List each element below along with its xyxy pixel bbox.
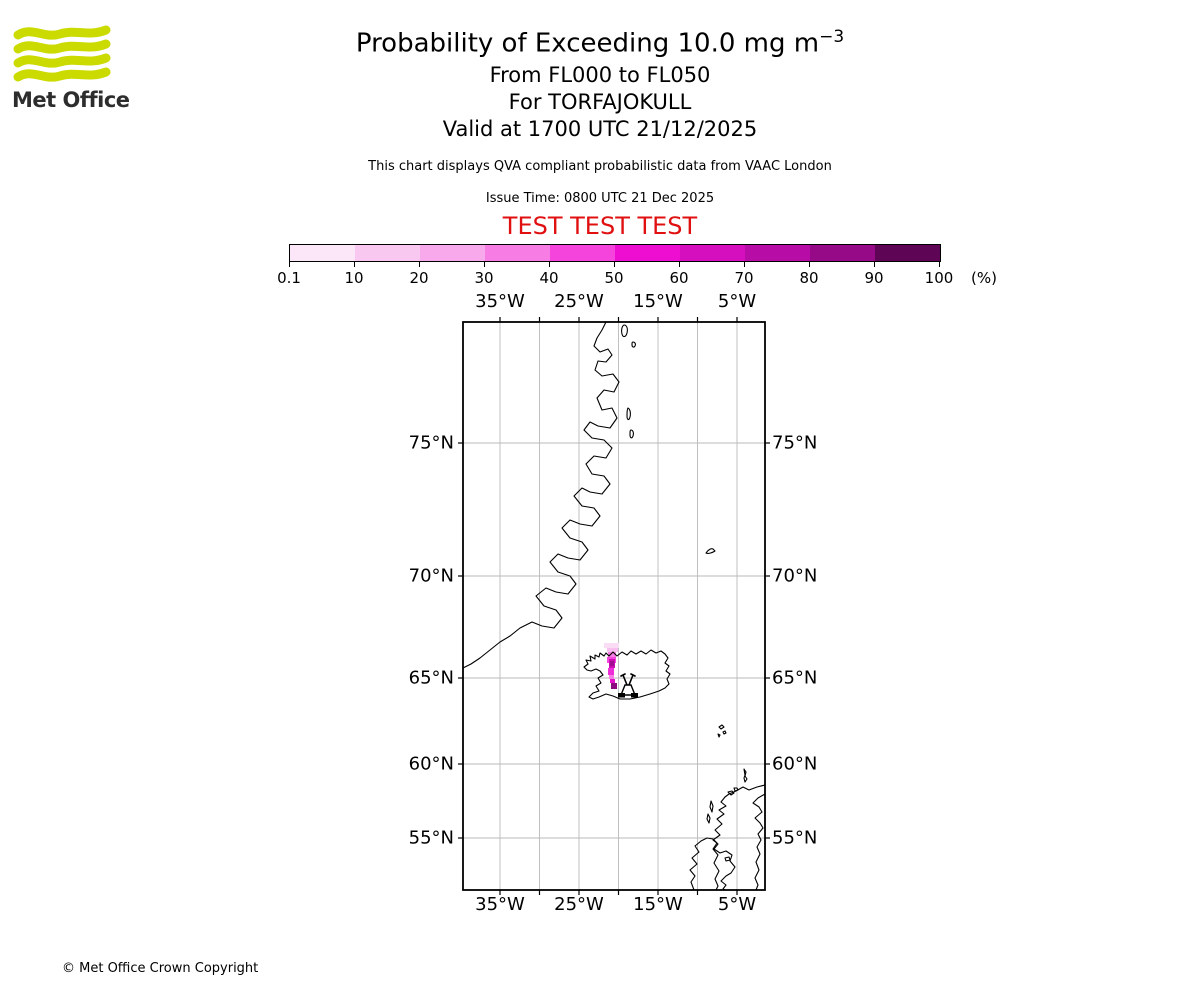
lon-labels-bottom-label: 35°W — [475, 894, 525, 915]
coastline-greenland-islands — [621, 324, 636, 439]
subtitle-valid-time: Valid at 1700 UTC 21/12/2025 — [442, 117, 758, 141]
colorbar-tick-label: 10 — [344, 269, 364, 287]
coastline-iceland — [583, 649, 671, 700]
plume-cell — [604, 643, 619, 648]
colorbar-tick-label: 50 — [604, 269, 624, 287]
colorbar-tick-label: 60 — [669, 269, 689, 287]
colorbar-segment — [420, 245, 485, 261]
colorbar-segment — [550, 245, 615, 261]
lon-labels-top: 35°W 25°W 15°W 5°W — [463, 291, 765, 315]
lon-labels-top-label: 15°W — [633, 291, 683, 312]
lat-labels-right: 75°N 70°N 65°N 60°N 55°N — [772, 322, 862, 890]
coastline-gb-west — [712, 784, 766, 891]
colorbar-tick-label: 0.1 — [277, 269, 301, 287]
colorbar-tick — [289, 262, 290, 267]
colorbar-segment — [680, 245, 745, 261]
colorbar-scale: 0.1 10 20 30 40 50 60 70 80 90 100 — [277, 262, 953, 294]
map-border — [462, 321, 766, 891]
coastline-jan-mayen — [705, 548, 716, 554]
plume-cell — [610, 679, 615, 683]
colorbar-tick-label: 100 — [924, 269, 954, 287]
lat-labels-left-label: 60°N — [408, 753, 454, 775]
test-banner: TEST TEST TEST — [502, 212, 698, 240]
axis-ticks — [458, 317, 770, 895]
lon-labels-top-label: 5°W — [717, 291, 757, 312]
lat-labels-right-label: 65°N — [772, 667, 818, 689]
lon-labels-bottom-label: 15°W — [633, 894, 683, 915]
colorbar-segment — [745, 245, 810, 261]
colorbar-tick — [484, 262, 485, 267]
colorbar-tick-label: 30 — [474, 269, 494, 287]
plume-cell — [607, 648, 618, 652]
volcano-foot-left — [618, 693, 625, 698]
issue-time: Issue Time: 0800 UTC 21 Dec 2025 — [485, 191, 715, 206]
plume-cell — [609, 675, 614, 679]
colorbar-segment — [290, 245, 355, 261]
subtitle-flight-levels: From FL000 to FL050 — [489, 63, 711, 87]
met-office-wordmark: Met Office — [12, 88, 130, 112]
gridlines — [463, 322, 765, 890]
coastline-shetland — [743, 768, 748, 783]
colorbar-segment — [485, 245, 550, 261]
lat-labels-right-label: 70°N — [772, 565, 818, 587]
lat-labels-left-label: 55°N — [408, 827, 454, 849]
plume-cell — [608, 668, 614, 675]
colorbar-segments — [289, 244, 941, 262]
coastline-ireland — [689, 837, 720, 891]
lat-labels-left-label: 70°N — [408, 565, 454, 587]
subtitle-volcano: For TORFAJOKULL — [508, 90, 692, 114]
colorbar-segment — [810, 245, 875, 261]
lat-labels-right-label: 55°N — [772, 827, 818, 849]
copyright-notice: © Met Office Crown Copyright — [62, 961, 259, 976]
volcano-foot-right — [631, 693, 638, 698]
lon-labels-bottom-label: 5°W — [717, 894, 757, 915]
title-exponent: −3 — [819, 27, 845, 47]
colorbar-tick — [354, 262, 355, 267]
colorbar-tick — [679, 262, 680, 267]
colorbar-tick-label: 20 — [409, 269, 429, 287]
map-panel — [458, 317, 770, 895]
colorbar-tick-label: 40 — [539, 269, 559, 287]
colorbar-tick-label: 80 — [799, 269, 819, 287]
colorbar-tick — [939, 262, 940, 267]
plume-cell — [611, 683, 617, 689]
lon-labels-top-label: 35°W — [475, 291, 525, 312]
colorbar-tick — [874, 262, 875, 267]
lat-labels-left-label: 65°N — [408, 667, 454, 689]
lon-labels-top-label: 25°W — [554, 291, 604, 312]
colorbar-tick — [419, 262, 420, 267]
colorbar-segment — [875, 245, 940, 261]
lat-labels-right-label: 75°N — [772, 432, 818, 454]
volcano-marker — [618, 673, 638, 698]
colorbar-segment — [355, 245, 420, 261]
lat-labels-left-label: 75°N — [408, 432, 454, 454]
colorbar-tick — [809, 262, 810, 267]
lon-labels-bottom: 35°W 25°W 15°W 5°W — [463, 894, 765, 918]
page-title: Probability of Exceeding 10.0 mg m−3 — [0, 27, 1200, 59]
title-text: Probability of Exceeding 10.0 mg m — [355, 28, 820, 59]
coastline-gb-east — [752, 793, 766, 891]
ash-plume — [604, 643, 619, 689]
coastline-faroes — [717, 724, 727, 738]
plume-cell — [610, 661, 614, 666]
colorbar-segment — [615, 245, 680, 261]
colorbar-tick — [549, 262, 550, 267]
coastline-greenland — [462, 321, 620, 669]
volcano-eruption-lines — [620, 673, 636, 686]
coastlines — [462, 321, 766, 891]
coastline-isle-of-man — [724, 856, 731, 862]
colorbar-tick-label: 90 — [864, 269, 884, 287]
colorbar-tick — [744, 262, 745, 267]
map-svg — [458, 317, 770, 895]
qva-note: This chart displays QVA compliant probab… — [368, 159, 832, 174]
lat-labels-right-label: 60°N — [772, 753, 818, 775]
plume-cell — [608, 652, 616, 657]
colorbar-unit-label: (%) — [971, 269, 997, 287]
colorbar-tick — [614, 262, 615, 267]
lat-labels-left: 75°N 70°N 65°N 60°N 55°N — [340, 322, 454, 890]
coastline-hebrides — [706, 800, 714, 824]
colorbar-tick-label: 70 — [734, 269, 754, 287]
met-office-waves-icon — [13, 25, 111, 82]
lon-labels-bottom-label: 25°W — [554, 894, 604, 915]
